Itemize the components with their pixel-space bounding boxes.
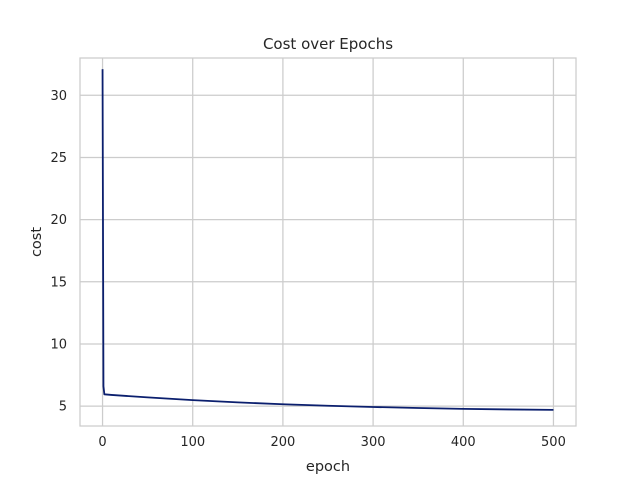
x-tick-label: 200 — [270, 435, 295, 450]
x-tick-label: 0 — [98, 435, 106, 450]
cost-series-line — [101, 69, 554, 411]
y-tick-label: 25 — [50, 151, 67, 166]
x-tick-label: 100 — [180, 435, 205, 450]
y-tick-label: 5 — [59, 400, 67, 415]
y-tick-label: 30 — [50, 89, 67, 104]
series-layer — [101, 69, 554, 411]
x-axis-label: epoch — [306, 459, 350, 475]
x-tick-labels: 0 100 200 300 400 500 — [98, 435, 565, 450]
chart-title: Cost over Epochs — [263, 35, 393, 53]
x-tick-label: 300 — [361, 435, 386, 450]
y-tick-label: 20 — [50, 213, 67, 228]
x-tick-label: 400 — [451, 435, 476, 450]
plot-background — [80, 58, 576, 426]
plot-frame — [79, 57, 577, 427]
y-axis-label: cost — [29, 227, 45, 257]
x-tick-label: 500 — [541, 435, 566, 450]
y-tick-label: 15 — [50, 275, 67, 290]
y-tick-labels: 5 10 15 20 25 30 — [50, 89, 67, 415]
grid-lines — [80, 58, 576, 426]
y-tick-label: 10 — [50, 337, 67, 352]
